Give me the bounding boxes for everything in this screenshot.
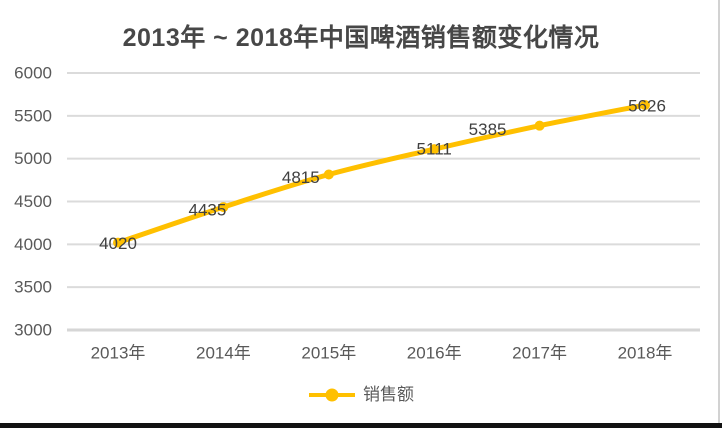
x-tick-label: 2015年 (301, 344, 356, 363)
data-label: 5626 (628, 97, 666, 116)
data-point-marker (113, 237, 123, 248)
x-tick-label: 2014年 (196, 344, 251, 363)
data-label: 5111 (417, 140, 452, 159)
bottom-edge-bar (0, 423, 722, 428)
x-tick-label: 2018年 (618, 344, 673, 363)
y-tick-label: 4000 (14, 235, 52, 254)
data-label: 4435 (188, 201, 226, 220)
data-label: 5385 (469, 120, 507, 139)
y-tick-label: 6000 (14, 64, 52, 83)
y-tick-label: 5500 (14, 106, 52, 125)
data-label: 4815 (282, 168, 320, 187)
series-line (115, 102, 648, 246)
legend: 销售额 (0, 385, 722, 405)
y-tick-label: 3500 (14, 278, 52, 297)
legend-series-marker-icon (309, 388, 355, 402)
data-point-marker (218, 202, 229, 213)
y-tick-label: 3000 (14, 321, 52, 340)
legend-series-label: 销售额 (363, 385, 414, 404)
data-point-marker (429, 144, 440, 155)
data-point-marker (640, 100, 650, 111)
right-border-line (718, 0, 720, 423)
x-tick-label: 2017年 (512, 344, 567, 363)
y-tick-label: 5000 (14, 149, 52, 168)
data-label: 4020 (99, 234, 137, 253)
data-point-marker (534, 120, 545, 131)
chart-title: 2013年 ~ 2018年中国啤酒销售额变化情况 (122, 24, 600, 52)
data-point-marker (323, 169, 334, 180)
x-tick-label: 2016年 (407, 344, 462, 363)
y-tick-label: 4500 (14, 192, 52, 211)
x-tick-label: 2013年 (91, 344, 146, 363)
